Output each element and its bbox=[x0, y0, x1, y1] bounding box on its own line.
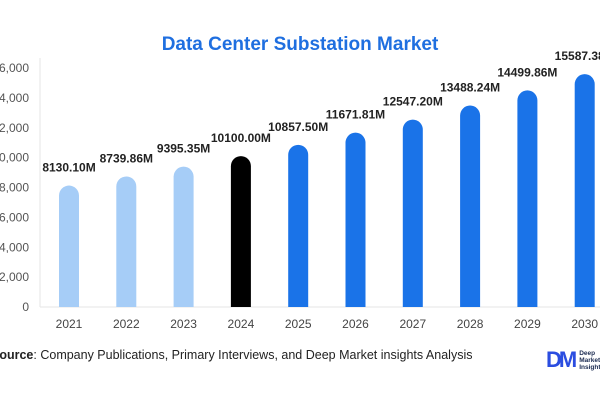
bar-2025 bbox=[288, 144, 309, 307]
data-label: 9395.35M bbox=[157, 142, 210, 156]
logo-text: Deep Market Insights bbox=[579, 349, 600, 371]
data-label: 14499.86M bbox=[497, 65, 557, 79]
data-label: 11671.81M bbox=[326, 108, 385, 122]
y-tick-label: 4,000 bbox=[0, 240, 29, 254]
bar-2027 bbox=[402, 119, 423, 307]
y-tick-label: 16,000 bbox=[0, 61, 29, 75]
x-tick-label: 2023 bbox=[170, 317, 197, 331]
y-tick-label: 0 bbox=[22, 300, 29, 314]
y-tick-label: 12,000 bbox=[0, 121, 29, 135]
source-note: Source: Company Publications, Primary In… bbox=[0, 348, 472, 362]
chart-title: Data Center Substation Market bbox=[161, 34, 439, 55]
x-tick-label: 2029 bbox=[514, 317, 541, 331]
x-tick-label: 2026 bbox=[342, 317, 369, 331]
y-tick-label: 10,000 bbox=[0, 151, 29, 165]
bar-2026 bbox=[345, 132, 366, 307]
data-label: 8739.86M bbox=[100, 151, 153, 165]
x-tick-label: 2027 bbox=[399, 317, 426, 331]
data-label: 10857.50M bbox=[268, 120, 328, 134]
bar-2023 bbox=[173, 166, 194, 307]
y-tick-label: 8,000 bbox=[0, 181, 29, 195]
bar-2022 bbox=[116, 176, 137, 307]
y-tick-label: 2,000 bbox=[0, 270, 29, 284]
x-tick-label: 2024 bbox=[228, 317, 255, 331]
source-text: : Company Publications, Primary Intervie… bbox=[33, 348, 473, 362]
data-label: 15587.38M bbox=[555, 49, 600, 63]
x-tick-label: 2028 bbox=[457, 317, 484, 331]
x-tick-label: 2022 bbox=[113, 317, 140, 331]
bar-2029 bbox=[517, 90, 538, 307]
data-label: 13488.24M bbox=[440, 81, 500, 95]
data-label: 12547.20M bbox=[383, 95, 443, 109]
bar-2021 bbox=[59, 185, 79, 307]
bar-2024 bbox=[230, 156, 251, 307]
logo: DM Deep Market Insights bbox=[546, 347, 600, 373]
x-tick-label: 2021 bbox=[56, 317, 83, 331]
x-tick-label: 2025 bbox=[285, 317, 312, 331]
source-label: Source bbox=[0, 348, 34, 362]
data-label: 10100.00M bbox=[211, 131, 271, 145]
data-label: 8130.10M bbox=[42, 161, 95, 175]
x-tick-label: 2030 bbox=[571, 317, 598, 331]
y-tick-label: 6,000 bbox=[0, 210, 29, 224]
y-tick-label: 14,000 bbox=[0, 91, 29, 105]
logo-mark: DM bbox=[546, 347, 577, 372]
bar-2028 bbox=[460, 105, 481, 308]
bar-2030 bbox=[574, 74, 595, 307]
